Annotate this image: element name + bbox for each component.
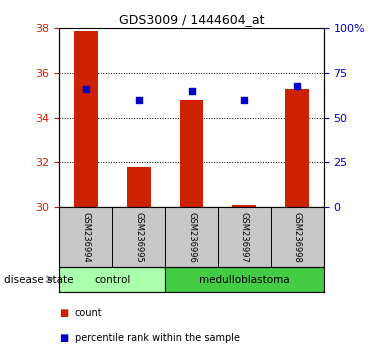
Text: control: control (94, 275, 130, 285)
Title: GDS3009 / 1444604_at: GDS3009 / 1444604_at (119, 13, 264, 26)
Bar (59, 267, 165, 292)
Bar (74, 30, 98, 207)
Bar (180, 100, 203, 207)
Bar (232, 205, 256, 207)
Text: ■: ■ (59, 333, 69, 343)
Text: medulloblastoma: medulloblastoma (199, 275, 290, 285)
Text: GSM236995: GSM236995 (134, 212, 143, 263)
Bar (285, 88, 309, 207)
Text: GSM236996: GSM236996 (187, 212, 196, 263)
Text: GSM236998: GSM236998 (293, 212, 302, 263)
Text: ■: ■ (59, 308, 69, 318)
Point (241, 97, 247, 103)
Text: disease state: disease state (4, 275, 73, 285)
Text: count: count (75, 308, 102, 318)
Bar (165, 267, 324, 292)
Text: GSM236994: GSM236994 (81, 212, 90, 263)
Point (136, 97, 142, 103)
Point (294, 84, 300, 89)
Point (188, 88, 195, 94)
Point (83, 86, 89, 91)
Bar (127, 167, 151, 207)
Text: GSM236997: GSM236997 (240, 212, 249, 263)
Text: percentile rank within the sample: percentile rank within the sample (75, 333, 240, 343)
